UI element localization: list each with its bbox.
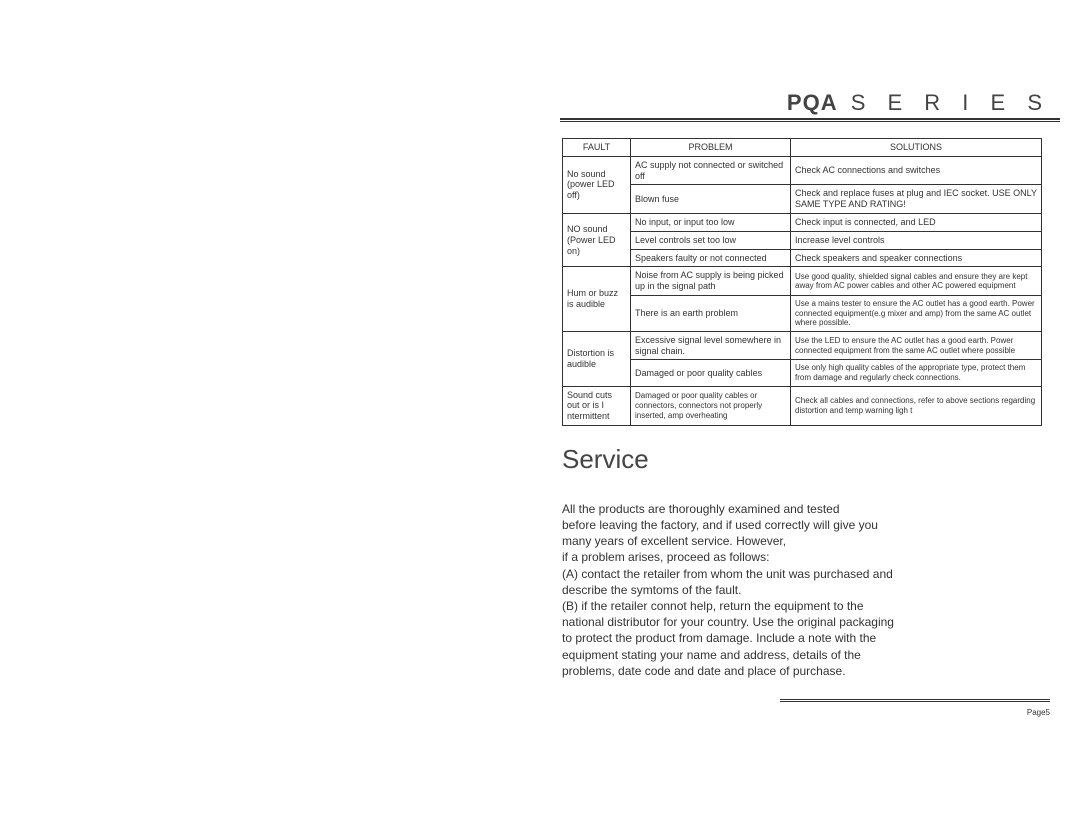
troubleshooting-table: FAULT PROBLEM SOLUTIONS No sound (power … xyxy=(562,138,1042,426)
table-row: Distortion is audible Excessive signal l… xyxy=(563,331,1042,360)
table-row: NO sound (Power LED on) No input, or inp… xyxy=(563,213,1042,231)
solution-cell: Use only high quality cables of the appr… xyxy=(791,360,1042,386)
service-heading: Service xyxy=(562,444,1060,475)
table-row: Blown fuse Check and replace fuses at pl… xyxy=(563,185,1042,214)
problem-cell: AC supply not connected or switched off xyxy=(631,156,791,185)
header: PQA S E R I E S xyxy=(560,90,1060,116)
table-header-row: FAULT PROBLEM SOLUTIONS xyxy=(563,139,1042,157)
fault-cell: Sound cuts out or is I ntermittent xyxy=(563,386,631,425)
table-row: No sound (power LED off) AC supply not c… xyxy=(563,156,1042,185)
problem-cell: Blown fuse xyxy=(631,185,791,214)
fault-cell: NO sound (Power LED on) xyxy=(563,213,631,266)
solution-cell: Use good quality, shielded signal cables… xyxy=(791,267,1042,296)
table-row: Hum or buzz is audible Noise from AC sup… xyxy=(563,267,1042,296)
page-content: PQA S E R I E S FAULT PROBLEM SOLUTIONS … xyxy=(560,90,1060,717)
header-rule-thin xyxy=(560,121,1060,122)
solution-cell: Use a mains tester to ensure the AC outl… xyxy=(791,295,1042,331)
col-header-problem: PROBLEM xyxy=(631,139,791,157)
col-header-solutions: SOLUTIONS xyxy=(791,139,1042,157)
table-row: Sound cuts out or is I ntermittent Damag… xyxy=(563,386,1042,425)
footer-rule-1 xyxy=(780,699,1050,700)
table-row: There is an earth problem Use a mains te… xyxy=(563,295,1042,331)
solution-cell: Check input is connected, and LED xyxy=(791,213,1042,231)
solution-cell: Check AC connections and switches xyxy=(791,156,1042,185)
table-row: Speakers faulty or not connected Check s… xyxy=(563,249,1042,267)
problem-cell: There is an earth problem xyxy=(631,295,791,331)
solution-cell: Check speakers and speaker connections xyxy=(791,249,1042,267)
solution-cell: Check all cables and connections, refer … xyxy=(791,386,1042,425)
table-row: Damaged or poor quality cables Use only … xyxy=(563,360,1042,386)
fault-cell: Hum or buzz is audible xyxy=(563,267,631,331)
problem-cell: Damaged or poor quality cables xyxy=(631,360,791,386)
problem-cell: Level controls set too low xyxy=(631,231,791,249)
footer-rule-2 xyxy=(780,701,1050,702)
solution-cell: Check and replace fuses at plug and IEC … xyxy=(791,185,1042,214)
problem-cell: Damaged or poor quality cables or connec… xyxy=(631,386,791,425)
table-row: Level controls set too low Increase leve… xyxy=(563,231,1042,249)
header-rule-thick xyxy=(560,118,1060,120)
fault-cell: Distortion is audible xyxy=(563,331,631,386)
solution-cell: Use the LED to ensure the AC outlet has … xyxy=(791,331,1042,360)
col-header-fault: FAULT xyxy=(563,139,631,157)
service-body: All the products are thoroughly examined… xyxy=(562,501,1022,679)
brand-name: PQA xyxy=(787,90,838,115)
series-label: S E R I E S xyxy=(851,90,1050,115)
problem-cell: No input, or input too low xyxy=(631,213,791,231)
solution-cell: Increase level controls xyxy=(791,231,1042,249)
fault-cell: No sound (power LED off) xyxy=(563,156,631,213)
problem-cell: Excessive signal level somewhere in sign… xyxy=(631,331,791,360)
page-number: Page5 xyxy=(560,708,1050,717)
problem-cell: Speakers faulty or not connected xyxy=(631,249,791,267)
problem-cell: Noise from AC supply is being picked up … xyxy=(631,267,791,296)
